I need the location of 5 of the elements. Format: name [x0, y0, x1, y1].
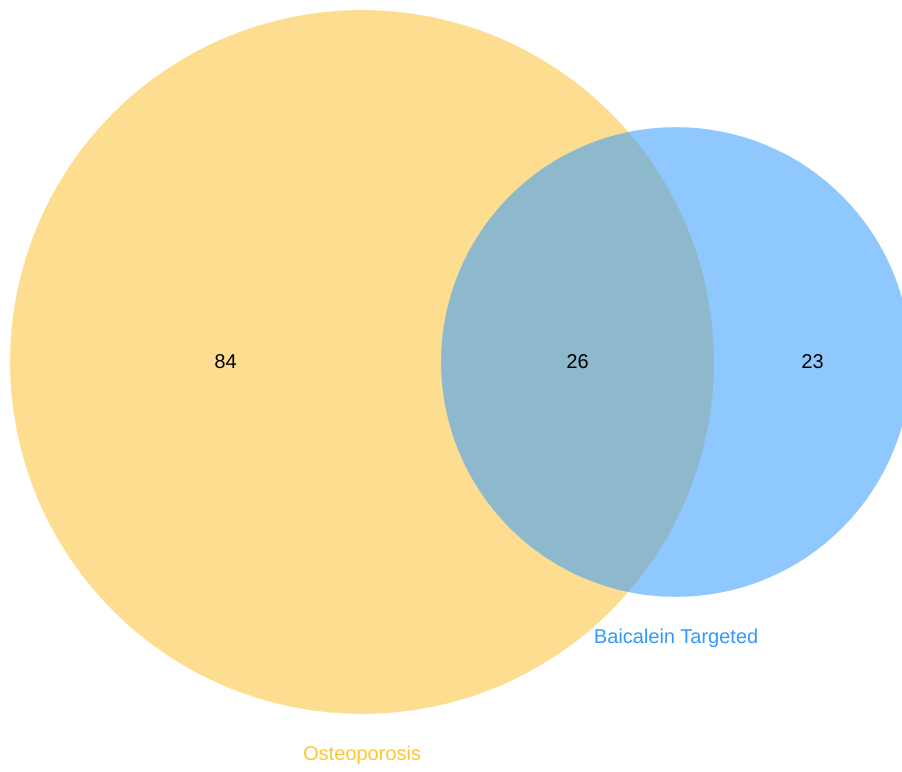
- text: Baicalein Targeted: [594, 626, 758, 648]
- data-label: 23: [801, 351, 824, 373]
- data-label: 84: [214, 351, 237, 373]
- text: Osteoporosis: [303, 743, 421, 765]
- data-label: 26: [566, 351, 589, 373]
